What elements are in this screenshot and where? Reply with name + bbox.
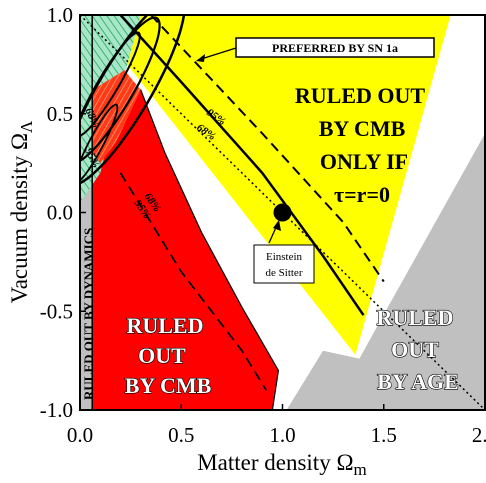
y-tick-label: -1.0 [40,398,73,422]
flat-universe-line [80,15,485,410]
yellow-label-line1: RULED OUT [295,83,426,108]
preferred-label: PREFERRED BY SN 1a [272,41,398,55]
y-axis-title-main: Vacuum density Ω [7,133,32,303]
y-tick-label: 0.5 [47,102,73,126]
x-axis-title-main: Matter density Ω [197,450,353,475]
age-label-line2: OUT [391,337,439,362]
x-axis: 0.0 0.5 1.0 1.5 2.0 [67,404,486,447]
sn-ellipse-inner [80,31,141,137]
red-dashed-boundary [119,172,268,391]
y-axis: 1.0 0.5 0.0 -0.5 -1.0 [40,3,86,422]
cmb-dashed-boundary [150,15,385,283]
age-label-line1: RULED [376,305,453,330]
yellow-label-line2: BY CMB [319,116,406,141]
einstein-label-line1: Einstein [266,251,303,263]
age-label-line3: BY AGE [377,369,459,394]
region-cmb-red [91,88,280,410]
preferred-box [235,37,435,58]
dynamics-label: RULED OUT BY DYNAMICS [81,228,96,400]
einstein-arrowhead [273,220,281,231]
plot-area [80,15,485,410]
x-tick-label: 0.5 [168,423,194,447]
sn-ellipse-outer [80,15,186,185]
y-axis-title: Vacuum density ΩΛ [7,120,36,303]
annotations: PREFERRED BY SN 1a RULED OUT BY CMB ONLY… [81,37,459,400]
red-label-line1: RULED [126,313,203,338]
x-axis-title-sub: m [354,460,367,478]
red-label-line2: OUT [138,343,186,368]
einstein-box [253,244,315,284]
einstein-de-sitter-point [273,203,292,222]
yellow-label-line4: τ=r=0 [334,182,390,207]
yellow-label-line3: ONLY IF [320,149,408,174]
red-label-line3: BY CMB [125,373,212,398]
x-axis-title: Matter density Ωm [197,450,367,478]
x-tick-label: 1.0 [269,423,295,447]
y-tick-label: -0.5 [40,299,73,323]
cmb-solid-boundary [119,15,365,316]
sn-ellipse-inner-small [80,103,119,182]
einstein-label-line2: de Sitter [266,267,303,279]
preferred-arrowhead [196,54,205,62]
y-axis-title-sub: Λ [17,120,36,133]
region-age [286,133,485,410]
y-tick-label: 1.0 [47,3,73,27]
x-tick-label: 1.5 [371,423,397,447]
y-tick-label: 0.0 [47,201,73,225]
x-tick-label: 2.0 [472,423,486,447]
region-sn-red-overlap [92,70,141,164]
region-cmb-yellow [116,15,451,355]
x-tick-label: 0.0 [67,423,93,447]
